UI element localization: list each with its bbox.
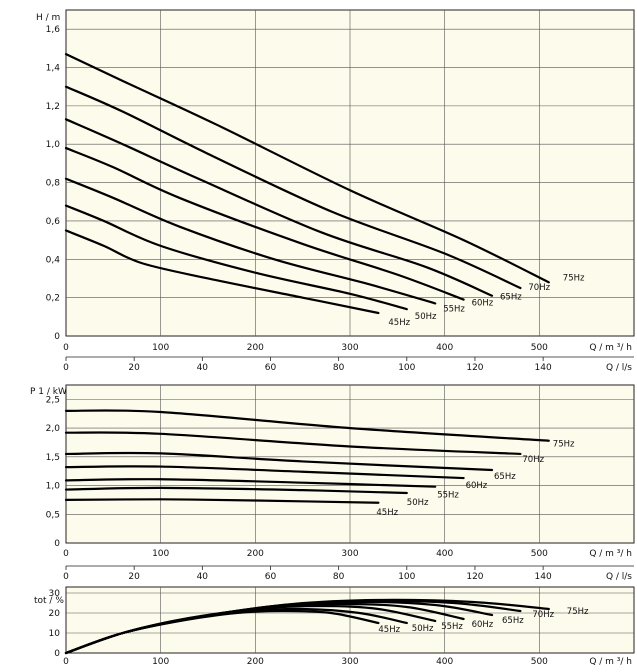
series-line-50Hz [64, 486, 408, 495]
series-label-50Hz: 50Hz [407, 498, 429, 508]
series-line-60Hz [64, 146, 465, 301]
y-axis-label: P 1 / kW [30, 387, 67, 397]
series-label-60Hz: 60Hz [466, 481, 488, 491]
x-tick-label: 500 [531, 657, 548, 667]
x2-tick-label: 40 [197, 363, 209, 373]
series-line-70Hz [64, 85, 522, 290]
series-line-65Hz [64, 118, 494, 297]
x2-tick-label: 80 [333, 363, 345, 373]
series-line-75Hz [64, 53, 550, 284]
y-tick-label: 0,8 [46, 179, 61, 189]
x2-tick-label: 60 [265, 572, 277, 582]
x-tick-label: 300 [341, 549, 358, 559]
series-line-65Hz [64, 451, 494, 472]
y-tick-label: 0 [54, 539, 60, 549]
series-label-70Hz: 70Hz [522, 455, 544, 465]
series-line-45Hz [64, 229, 380, 315]
x-tick-label: 0 [63, 343, 69, 353]
series-label-75Hz: 75Hz [563, 273, 585, 283]
x2-tick-label: 140 [535, 363, 552, 373]
series-line-75Hz [64, 409, 550, 442]
y-tick-label: 0,5 [46, 510, 60, 520]
x2-tick-label: 100 [398, 363, 415, 373]
y-tick-label: 20 [49, 609, 61, 619]
x2-axis-label: Q / l/s [606, 572, 632, 582]
series-label-45Hz: 45Hz [378, 625, 400, 635]
series-line-70Hz [64, 431, 522, 456]
series-label-60Hz: 60Hz [472, 299, 494, 309]
x2-tick-label: 80 [333, 572, 345, 582]
series-label-50Hz: 50Hz [412, 624, 434, 634]
x-tick-label: 400 [436, 343, 453, 353]
x2-tick-label: 20 [128, 363, 140, 373]
y-tick-label: 2,5 [46, 395, 60, 405]
y-tick-label: 0,2 [46, 294, 60, 304]
series-line-75Hz [64, 598, 550, 655]
y-tick-label: 1,6 [46, 25, 61, 35]
series-label-45Hz: 45Hz [376, 508, 398, 518]
x-axis-label: Q / m ³/ h [589, 549, 632, 559]
x-tick-label: 200 [247, 343, 264, 353]
x2-tick-label: 0 [63, 363, 69, 373]
x2-tick-label: 120 [466, 363, 483, 373]
series-label-65Hz: 65Hz [494, 472, 516, 482]
x-tick-label: 200 [247, 549, 264, 559]
series-line-60Hz [64, 465, 465, 480]
series-label-75Hz: 75Hz [553, 440, 575, 450]
series-label-65Hz: 65Hz [500, 293, 522, 303]
x-tick-label: 300 [341, 343, 358, 353]
x2-axis-label: Q / l/s [606, 363, 632, 373]
series-line-45Hz [64, 498, 380, 504]
x-tick-label: 100 [152, 549, 169, 559]
series-label-75Hz: 75Hz [567, 607, 589, 617]
x-tick-label: 300 [341, 657, 358, 667]
x-tick-label: 400 [436, 549, 453, 559]
series-label-70Hz: 70Hz [528, 283, 550, 293]
x-tick-label: 0 [63, 657, 69, 667]
series-label-55Hz: 55Hz [441, 622, 463, 632]
x-axis-label: Q / m ³/ h [589, 343, 632, 353]
series-line-55Hz [64, 478, 437, 488]
x-axis-label: Q / m ³/ h [589, 657, 632, 667]
series-line-50Hz [64, 204, 408, 311]
series-label-55Hz: 55Hz [437, 491, 459, 501]
series-label-45Hz: 45Hz [388, 318, 410, 328]
y-tick-label: 10 [49, 629, 61, 639]
y-tick-label: 1,4 [46, 64, 61, 74]
x-tick-label: 100 [152, 343, 169, 353]
series-label-65Hz: 65Hz [502, 616, 524, 626]
y-axis-label: tot / % [34, 596, 64, 606]
y-tick-label: 0,6 [46, 217, 61, 227]
y-tick-label: 1,0 [46, 482, 61, 492]
x-tick-label: 0 [63, 549, 69, 559]
x-tick-label: 500 [531, 343, 548, 353]
y-tick-label: 0 [54, 332, 60, 342]
y-tick-label: 30 [49, 589, 61, 599]
y-tick-label: 1,5 [46, 453, 60, 463]
x2-tick-label: 120 [466, 572, 483, 582]
x-tick-label: 100 [152, 657, 169, 667]
y-tick-label: 0 [54, 649, 60, 659]
y-axis-label: H / m [36, 13, 60, 23]
series-line-55Hz [64, 177, 437, 305]
x2-tick-label: 20 [128, 572, 140, 582]
series-label-70Hz: 70Hz [532, 610, 554, 620]
series-label-60Hz: 60Hz [472, 620, 494, 630]
x-tick-label: 500 [531, 549, 548, 559]
y-tick-label: 1,0 [46, 140, 61, 150]
series-label-55Hz: 55Hz [443, 304, 465, 314]
series-label-50Hz: 50Hz [415, 312, 437, 322]
x2-tick-label: 40 [197, 572, 209, 582]
x-tick-label: 200 [247, 657, 264, 667]
y-tick-label: 2,0 [46, 424, 61, 434]
y-tick-label: 1,2 [46, 102, 60, 112]
y-tick-label: 0,4 [46, 255, 61, 265]
x-tick-label: 400 [436, 657, 453, 667]
x2-tick-label: 100 [398, 572, 415, 582]
x2-tick-label: 60 [265, 363, 277, 373]
x2-tick-label: 0 [63, 572, 69, 582]
x2-tick-label: 140 [535, 572, 552, 582]
